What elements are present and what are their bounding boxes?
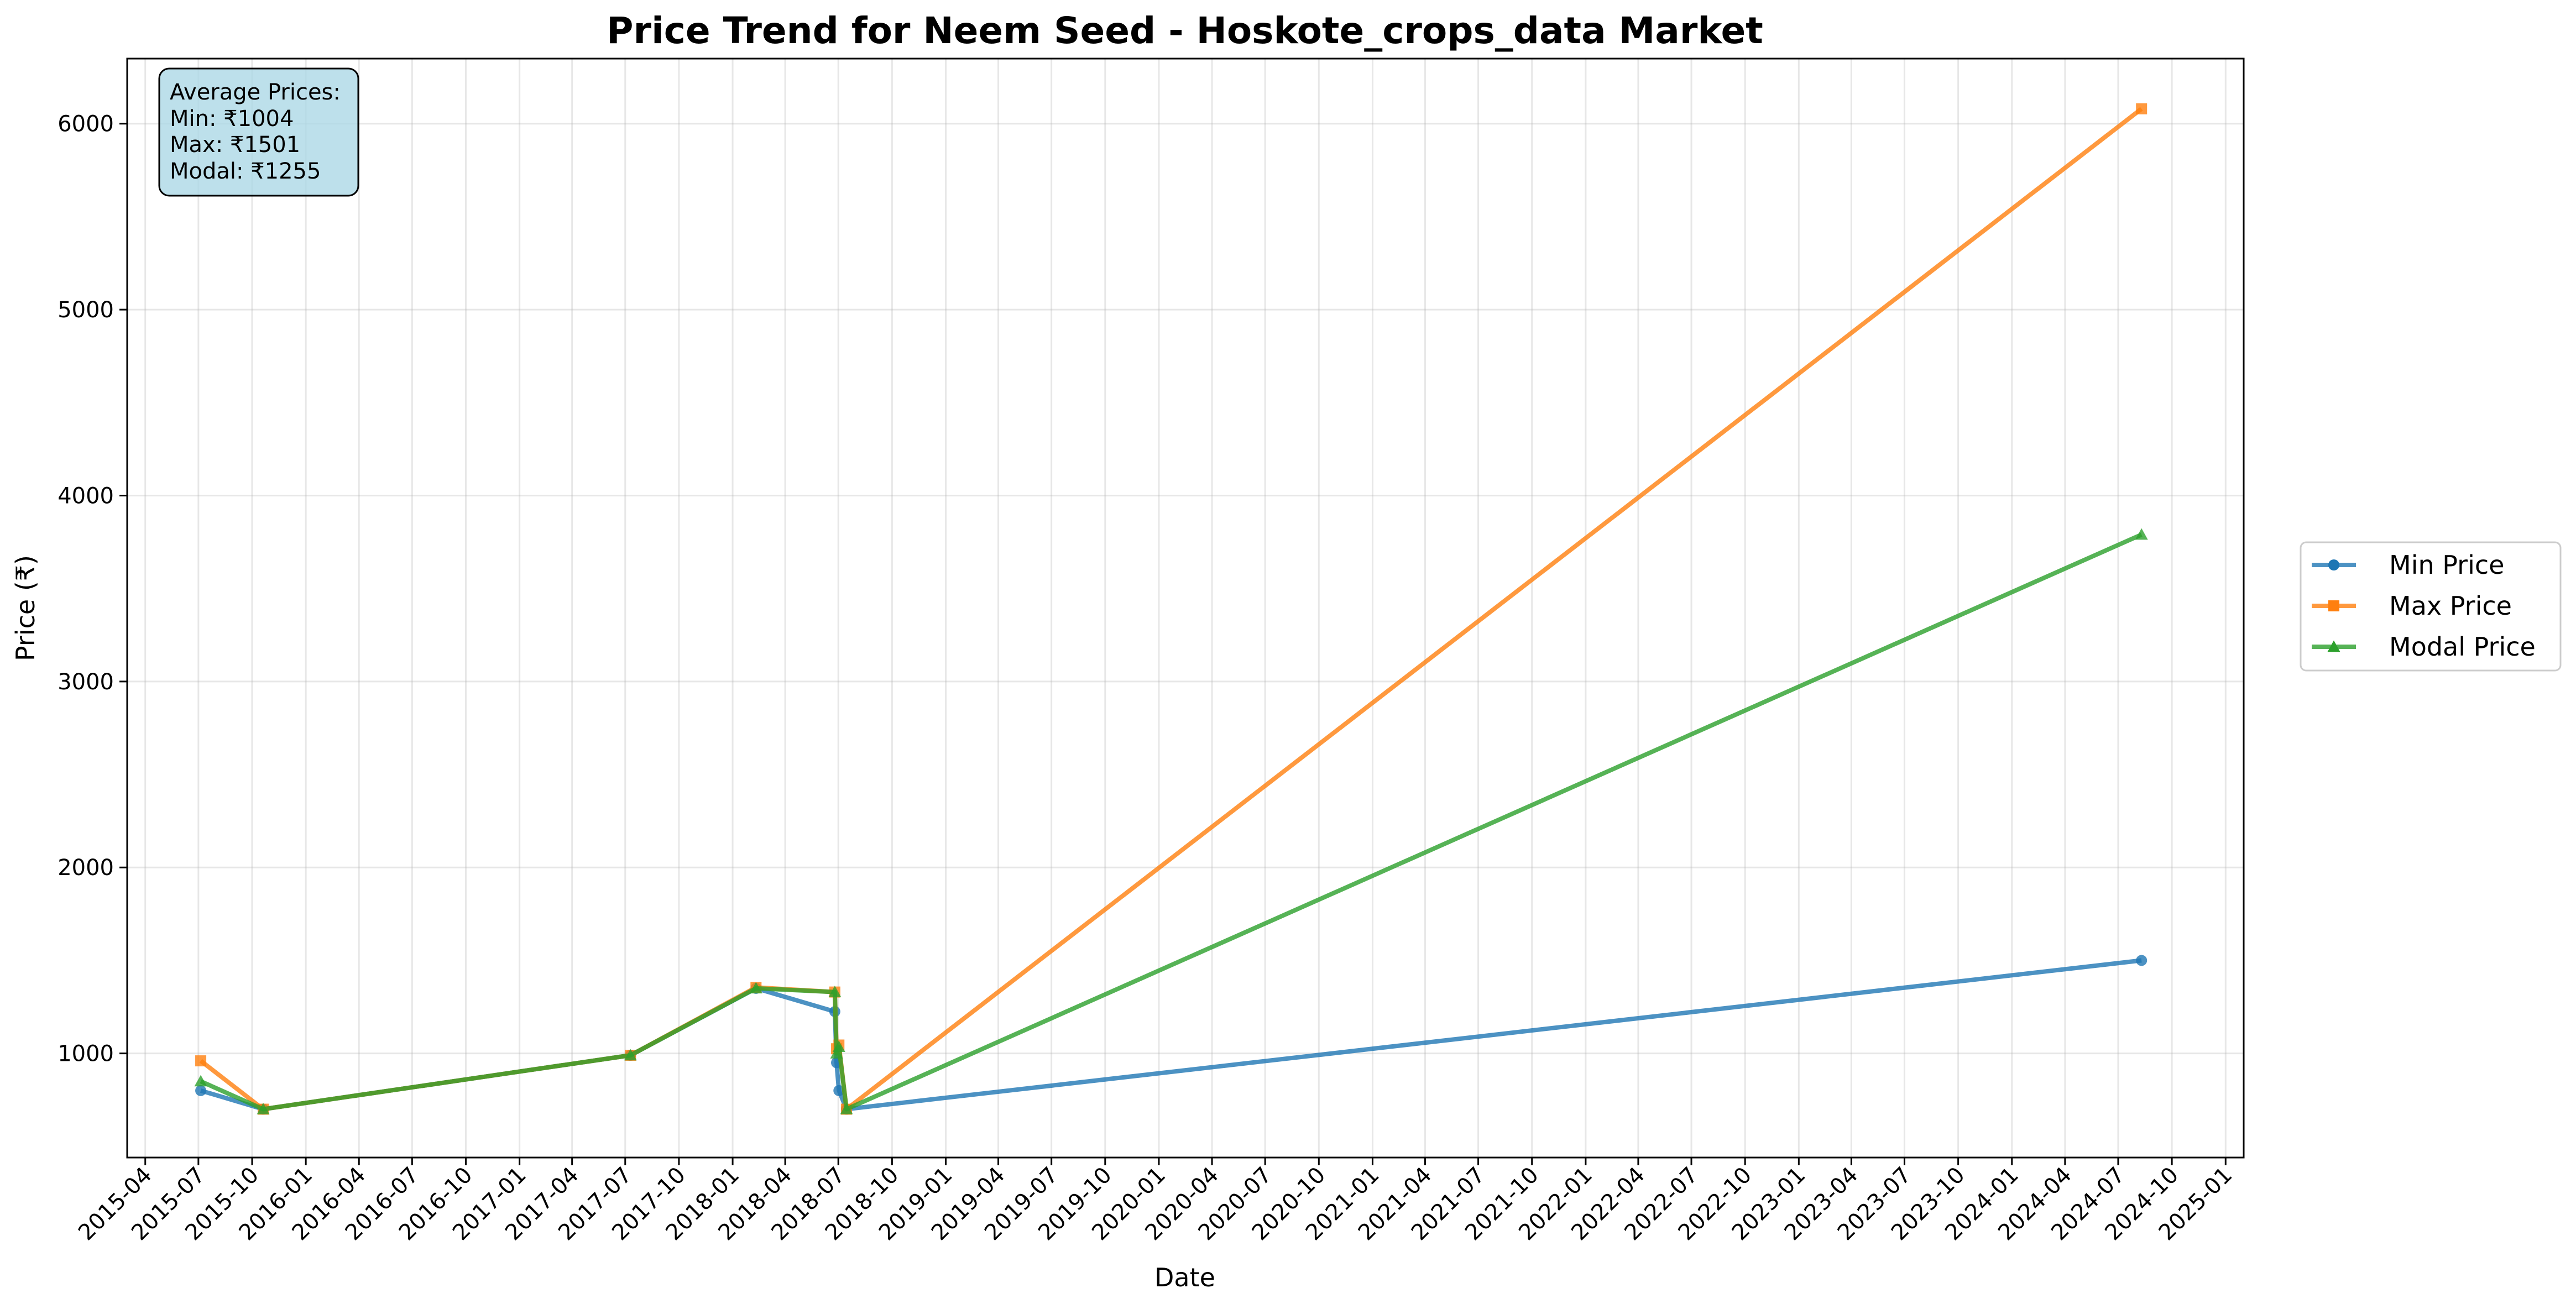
y-tick-label: 4000 [58, 483, 114, 509]
average-prices-box-background [158, 67, 359, 197]
data-point-modal-price [749, 982, 762, 994]
legend-item-max-price: Max Price [2312, 591, 2512, 621]
legend: Min Price Max Price Modal Price [2300, 541, 2562, 672]
data-point-max-price [195, 1055, 207, 1067]
series-min-price [195, 955, 2147, 1115]
y-tick-label: 3000 [58, 669, 114, 695]
y-tick-label: 5000 [58, 297, 114, 323]
x-axis-label: Date [1154, 1263, 1215, 1292]
y-tick-label: 1000 [58, 1041, 114, 1067]
data-point-modal-price [828, 986, 842, 997]
average-max-price: Max: ₹1501 [170, 132, 300, 158]
average-prices-heading: Average Prices: [170, 80, 341, 105]
average-prices-box: Average Prices: Min: ₹1004 Max: ₹1501 Mo… [158, 67, 359, 197]
legend-label-min-price: Min Price [2389, 550, 2504, 580]
y-tick-label: 6000 [58, 112, 114, 137]
data-point-modal-price [257, 1103, 270, 1114]
data-point-modal-price [832, 1040, 845, 1053]
data-point-min-price [833, 1085, 845, 1096]
average-min-price: Min: ₹1004 [170, 106, 294, 132]
series-modal-price [194, 528, 2148, 1114]
data-point-modal-price [840, 1103, 853, 1114]
y-tick-label: 2000 [58, 855, 114, 881]
data-point-modal-price [830, 1047, 843, 1059]
legend-label-max-price: Max Price [2389, 591, 2512, 621]
data-point-min-price [195, 1085, 207, 1096]
y-axis-label: Price (₹) [11, 555, 40, 661]
data-point-modal-price [624, 1049, 637, 1061]
plot-frame [126, 57, 2245, 1159]
average-modal-price: Modal: ₹1255 [170, 159, 321, 184]
grid-layer [127, 59, 2244, 1158]
chart-title: Price Trend for Neem Seed - Hoskote_crop… [607, 9, 1763, 52]
legend-item-min-price: Min Price [2312, 550, 2504, 580]
legend-item-modal-price: Modal Price [2312, 632, 2536, 662]
data-point-modal-price [194, 1075, 207, 1087]
legend-marker-modal-price [2327, 640, 2340, 652]
legend-items: Min Price Max Price Modal Price [2312, 550, 2536, 662]
legend-label-modal-price: Modal Price [2389, 632, 2536, 662]
x-axis: 2015-042015-072015-102016-012016-042016-… [74, 1158, 2237, 1245]
legend-marker-max-price [2328, 600, 2339, 611]
data-point-modal-price [2135, 528, 2148, 540]
y-axis: 1000 2000 3000 4000 5000 6000 [58, 112, 127, 1067]
legend-frame [2300, 541, 2562, 672]
data-point-max-price [2136, 103, 2147, 114]
series-line-min-price [200, 958, 2142, 1112]
series-line-modal-price [200, 532, 2143, 1112]
legend-marker-min-price [2328, 559, 2339, 570]
series-layer [194, 103, 2148, 1115]
series-line-max-price [199, 107, 2143, 1112]
data-point-min-price [2136, 955, 2147, 966]
